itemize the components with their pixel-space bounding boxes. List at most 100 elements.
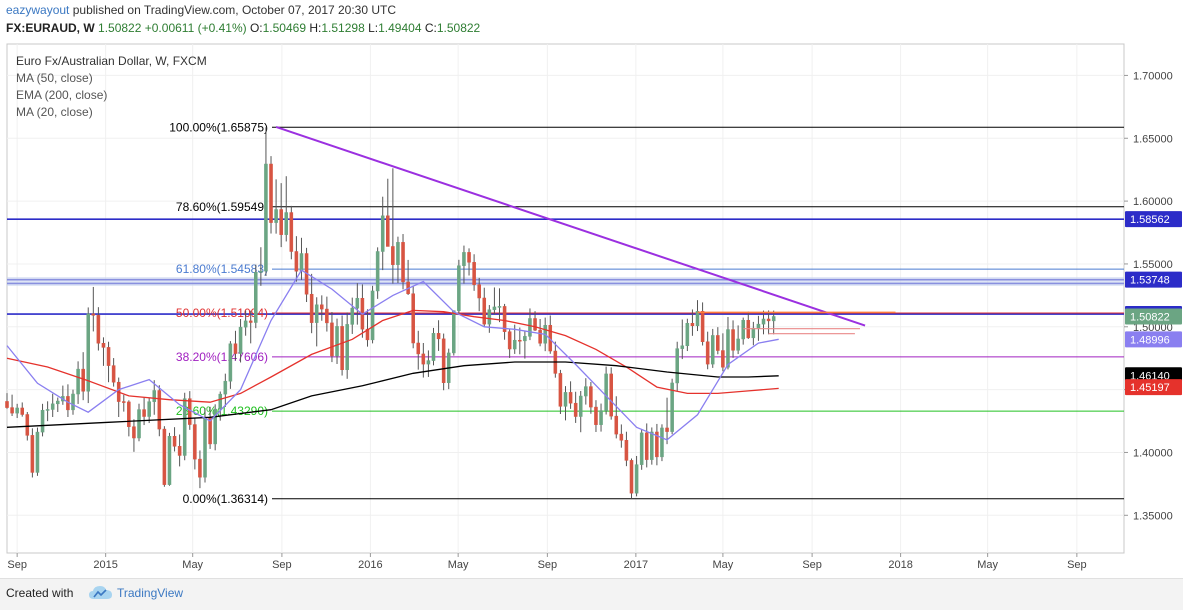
price-tick-label: 1.35000 <box>1133 510 1173 522</box>
candle-body <box>259 270 263 273</box>
candle-body <box>208 417 212 445</box>
candle-body <box>233 343 238 354</box>
trendline[interactable] <box>275 126 866 327</box>
candle-body <box>193 424 197 460</box>
fib-level-label: 100.00%(1.65875) <box>169 120 268 134</box>
candle-body <box>421 353 426 365</box>
candle-body <box>91 313 96 316</box>
candle-body <box>101 342 106 348</box>
candle-body <box>20 407 25 415</box>
candle-body <box>96 315 101 344</box>
drawings[interactable] <box>275 126 896 335</box>
candle-body <box>188 398 192 425</box>
candle-body <box>396 242 400 265</box>
candle-body <box>619 433 624 441</box>
candle-body <box>238 326 243 354</box>
time-tick-label: 2017 <box>624 559 648 571</box>
candle-body <box>5 401 9 408</box>
candle-body <box>761 318 766 325</box>
price-label-badge <box>1125 331 1182 348</box>
candle-body <box>771 316 776 322</box>
candle-body <box>411 293 415 344</box>
time-tick-label: 2015 <box>93 559 117 571</box>
fib-level-label: 78.60%(1.59549) <box>176 200 268 214</box>
fib-level-label: 38.20%(1.47606) <box>176 350 268 364</box>
candle-body <box>507 331 512 350</box>
open-label: O: <box>249 21 263 35</box>
resistance-zone <box>7 277 1124 286</box>
candle-body <box>502 306 507 332</box>
candle-body <box>518 339 522 342</box>
price-label-badge <box>1125 379 1182 396</box>
candle-body <box>30 435 35 473</box>
candle-body <box>40 409 45 433</box>
price-label-badge <box>1125 308 1182 325</box>
last-price: 1.50822 <box>98 21 142 35</box>
candle-body <box>741 319 745 340</box>
candle-body <box>492 306 497 310</box>
candle-body <box>462 252 466 266</box>
candle-body <box>538 329 542 344</box>
candle-body <box>568 392 573 404</box>
candle-body <box>655 431 659 458</box>
price-chart[interactable]: 100.00%(1.65875) 78.60%(1.59549) 61.80%(1.… <box>0 0 1183 578</box>
legend-study-ema200[interactable]: EMA (200, close) <box>16 88 107 102</box>
price-labels: 1.585621.537481.510121.508221.489961.461… <box>1125 211 1182 396</box>
candle-body <box>350 307 355 325</box>
candle-body <box>55 400 60 405</box>
price-label-text: 1.48996 <box>1130 334 1170 346</box>
tradingview-cloud-icon[interactable] <box>88 584 114 602</box>
candle-body <box>487 309 492 325</box>
candle-body <box>467 252 471 263</box>
candle-body <box>650 431 654 460</box>
candle-body <box>370 290 375 341</box>
low-label: L: <box>368 21 379 35</box>
candle-body <box>228 343 233 382</box>
candle-body <box>243 320 248 328</box>
price-axis[interactable]: 1.700001.650001.600001.550001.500001.450… <box>1124 70 1173 522</box>
candle-body <box>426 360 431 365</box>
high-value: 1.51298 <box>321 21 365 35</box>
tradingview-brand[interactable]: TradingView <box>117 586 184 600</box>
price-label-badge <box>1125 271 1182 288</box>
candle-body <box>726 329 730 368</box>
candle-body <box>284 212 289 235</box>
candle-body <box>665 427 669 432</box>
time-tick-label: 2018 <box>888 559 912 571</box>
candle-body <box>340 326 344 371</box>
candle-body <box>299 253 304 272</box>
candle-body <box>203 417 207 478</box>
chart-legend: Euro Fx/Australian Dollar, W, FXCM MA (5… <box>16 54 207 119</box>
time-tick-label: 2016 <box>358 559 382 571</box>
candle-body <box>629 460 634 494</box>
candle-body <box>50 403 55 410</box>
candle-body <box>528 318 532 337</box>
candle-body <box>391 246 395 265</box>
legend-study-ma20[interactable]: MA (20, close) <box>16 105 93 119</box>
author-link[interactable]: eazywayout <box>6 3 70 17</box>
candle-body <box>533 318 537 331</box>
candle-body <box>563 392 568 407</box>
candle-body <box>132 426 136 439</box>
legend-title: Euro Fx/Australian Dollar, W, FXCM <box>16 54 207 68</box>
low-value: 1.49404 <box>378 21 422 35</box>
candle-body <box>675 348 679 384</box>
candle-body <box>172 435 177 447</box>
candle-body <box>599 410 603 425</box>
candle-body <box>375 251 380 292</box>
candle-body <box>497 306 502 308</box>
candle-body <box>309 293 314 323</box>
time-axis[interactable]: Sep 2015 May Sep 2016 May Sep 2017 May Sep 2018 May… <box>7 553 1087 571</box>
candle-body <box>127 401 131 427</box>
candle-body <box>660 427 664 458</box>
candle-body <box>751 327 756 339</box>
candle-body <box>15 407 19 414</box>
candle-body <box>690 323 695 327</box>
publish-header: eazywayout published on TradingView.com,… <box>0 0 1183 44</box>
candle-body <box>86 313 91 392</box>
candle-body <box>355 297 360 309</box>
candle-body <box>680 345 685 349</box>
candle-body <box>609 373 613 417</box>
legend-study-ma50[interactable]: MA (50, close) <box>16 71 93 85</box>
candle-body <box>721 350 725 368</box>
